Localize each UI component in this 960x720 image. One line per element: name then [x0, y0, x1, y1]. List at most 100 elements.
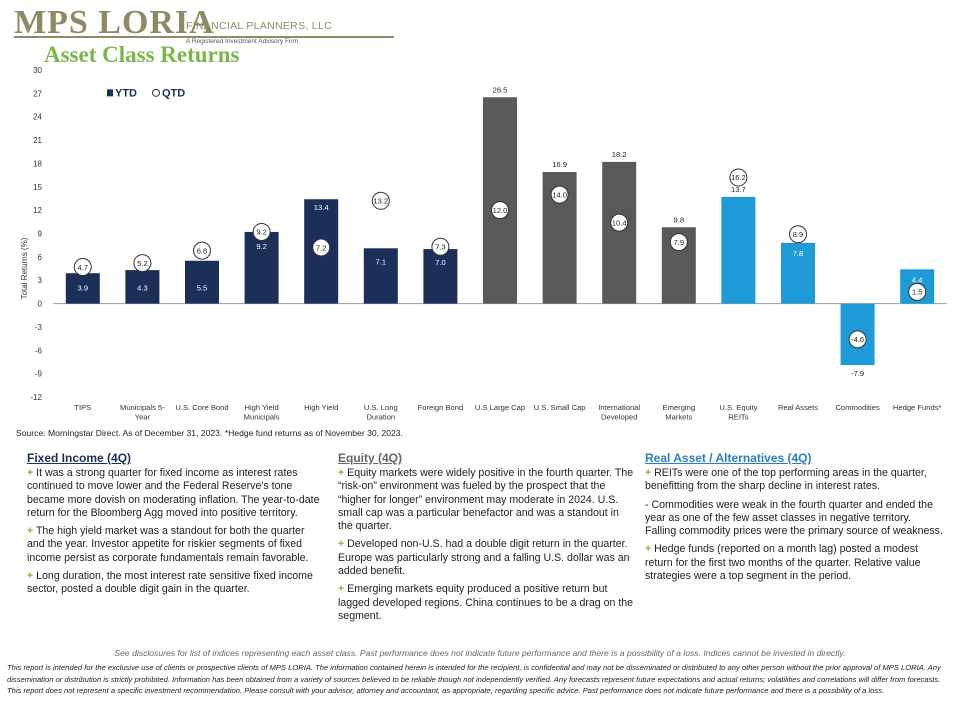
ytd-bar	[65, 273, 100, 304]
ytd-value-label: 5.5	[197, 284, 208, 293]
qtd-value-label: 10.4	[612, 218, 627, 227]
qtd-marker	[789, 225, 807, 244]
y-tick-label: 15	[33, 183, 42, 192]
category-label: Markets	[665, 413, 692, 422]
commentary-item: + Hedge funds (reported on a month lag) …	[645, 543, 943, 583]
commentary-item: - Commodities were weak in the fourth qu…	[645, 499, 943, 539]
commentary-item: + Long duration, the most interest rate …	[27, 570, 325, 597]
qtd-marker	[371, 191, 390, 210]
ytd-value-label: 7.8	[793, 249, 804, 258]
ytd-bar	[781, 242, 815, 304]
category-label: Developed	[601, 413, 637, 422]
plus-sign: +	[338, 583, 345, 596]
legend-ytd-label: YTD	[115, 87, 137, 99]
y-tick-label: 27	[33, 89, 42, 98]
category-label: Hedge Funds*	[893, 403, 942, 412]
category-label: High Yield	[244, 403, 278, 412]
qtd-marker	[133, 254, 152, 273]
qtd-marker	[252, 222, 271, 241]
chart-labels: 3.9 4.7 TIPS 4.3 5.2 Municipals 5-Year 5.5 6.8 U…	[73, 85, 942, 422]
category-label: REITs	[728, 413, 748, 422]
category-label: High Yield	[304, 403, 338, 412]
y-tick-label: -12	[30, 393, 42, 402]
company-logo-subtitle: A Registered Investment Advisory Firm	[186, 38, 298, 45]
y-tick-label: 24	[33, 113, 42, 122]
commentary-text: It was a strong quarter for fixed income…	[27, 467, 320, 519]
category-label: U.S. Small Cap	[534, 403, 586, 412]
category-label: Commodities	[835, 403, 880, 412]
y-tick-label: 12	[33, 206, 42, 215]
plus-sign: +	[338, 467, 345, 479]
commentary-item: + Equity markets were widely positive in…	[338, 467, 636, 533]
y-tick-label: 18	[33, 159, 42, 168]
y-tick-label: 3	[38, 276, 43, 285]
equity-heading[interactable]: Equity (4Q)	[338, 451, 403, 465]
qtd-value-label: 13.2	[373, 197, 388, 206]
legend-qtd-label: QTD	[162, 87, 185, 99]
category-label: U.S. Long	[364, 403, 398, 412]
ytd-value-label: 13.4	[314, 203, 329, 212]
qtd-marker	[908, 282, 927, 301]
qtd-marker	[312, 238, 331, 257]
category-label: Municipals	[244, 413, 280, 422]
y-tick-label: -9	[35, 370, 43, 379]
plus-sign: +	[27, 570, 34, 583]
qtd-value-label: 14.0	[552, 190, 567, 199]
ytd-value-label: 7.0	[435, 258, 446, 267]
equity-commentary: Equity (4Q) + Equity markets were widely…	[338, 451, 636, 628]
minus-sign: -	[645, 498, 649, 511]
qtd-marker	[729, 168, 748, 187]
y-tick-label: 6	[38, 253, 43, 262]
category-label: Foreign Bond	[418, 403, 464, 412]
category-label: U.S Large Cap	[475, 403, 525, 412]
chart-bars	[65, 97, 935, 366]
fixed-income-commentary: Fixed Income (4Q) + It was a strong quar…	[27, 451, 325, 602]
commentary-text: REITs were one of the top performing are…	[645, 467, 927, 493]
qtd-value-label: 1.5	[912, 288, 923, 297]
ytd-value-label: 4.4	[912, 275, 923, 284]
category-label: Real Assets	[778, 403, 818, 412]
commentary-text: Equity markets were widely positive in t…	[338, 467, 634, 533]
y-tick-label: -6	[35, 346, 43, 355]
ytd-value-label: 26.5	[493, 85, 508, 94]
commentary-item: + Developed non-U.S. had a double digit …	[338, 538, 636, 578]
ytd-value-label: 13.7	[731, 185, 746, 194]
ytd-bar	[721, 196, 756, 304]
qtd-value-label: 5.2	[137, 259, 148, 268]
plus-sign: +	[27, 525, 34, 538]
category-label: TIPS	[74, 403, 91, 412]
qtd-value-label: 7.3	[435, 243, 446, 252]
qtd-value-label: 16.2	[731, 173, 746, 182]
real-asset-heading[interactable]: Real Asset / Alternatives (4Q)	[645, 451, 812, 465]
commentary-item: + Emerging markets equity produced a pos…	[338, 583, 636, 623]
fixed-income-heading[interactable]: Fixed Income (4Q)	[27, 451, 132, 465]
y-tick-label: 9	[38, 230, 43, 239]
plus-sign: +	[645, 543, 652, 556]
qtd-marker	[491, 201, 509, 220]
qtd-value-label: 6.8	[197, 246, 208, 255]
qtd-marker	[669, 233, 688, 252]
ytd-value-label: 9.2	[256, 242, 267, 251]
qtd-value-label: 8.9	[793, 230, 804, 239]
plus-sign: +	[338, 538, 345, 551]
page-title: Asset Class Returns	[44, 42, 240, 67]
commentary-text: Developed non-U.S. had a double digit re…	[338, 538, 630, 578]
disclosure-note: See disclosures for list of indices repr…	[114, 648, 846, 658]
commentary-text: Long duration, the most interest rate se…	[27, 570, 313, 596]
commentary-text: Emerging markets equity produced a posit…	[338, 583, 634, 622]
y-tick-label: 0	[38, 300, 43, 309]
qtd-marker	[550, 185, 569, 204]
qtd-marker	[431, 237, 450, 256]
commentary-text: The high yield market was a standout for…	[27, 525, 309, 564]
plus-sign: +	[27, 467, 34, 479]
category-label: Emerging	[663, 403, 696, 412]
ytd-bar	[244, 231, 279, 304]
qtd-value-label: 4.7	[78, 263, 89, 272]
legend-ytd-swatch	[107, 89, 113, 97]
qtd-marker	[73, 257, 92, 276]
legal-disclaimer: This report is intended for the exclusiv…	[7, 663, 941, 696]
ytd-bar	[602, 161, 637, 304]
commentary-item: + It was a strong quarter for fixed inco…	[27, 467, 325, 520]
ytd-bar	[125, 270, 160, 304]
